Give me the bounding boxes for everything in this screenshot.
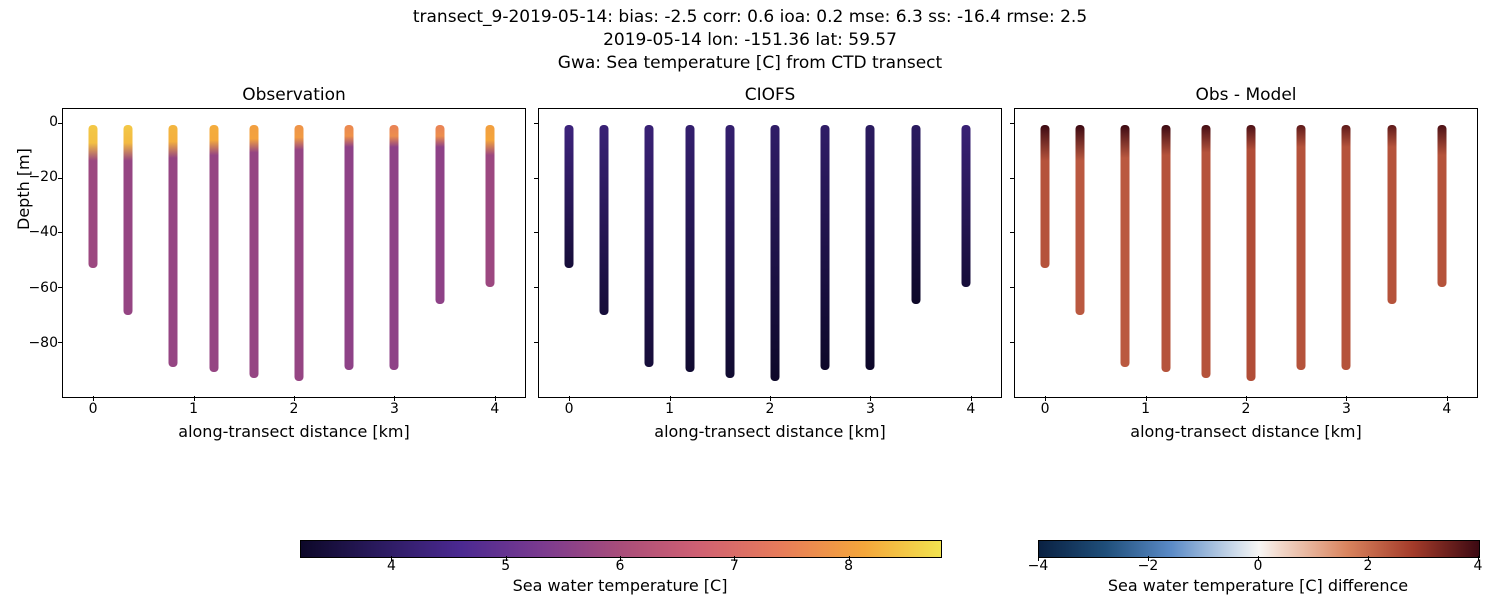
- plot-area: [1015, 109, 1477, 397]
- cast-profile: [685, 125, 694, 372]
- cast-profile: [1121, 125, 1130, 366]
- cast-profile: [485, 125, 494, 287]
- plot-area: [63, 109, 525, 397]
- x-tick-container: 0 1 2 3 4: [539, 401, 1001, 419]
- x-tick-label: 1: [189, 401, 198, 417]
- cast-profile: [1161, 125, 1170, 372]
- colorbar-diff: −4−2024 Sea water temperature [C] differ…: [1038, 540, 1478, 556]
- cast-profile: [209, 125, 218, 372]
- x-tick-label: 0: [1041, 401, 1050, 417]
- colorbar-diff-label: Sea water temperature [C] difference: [1038, 576, 1478, 595]
- cast-profile: [1297, 125, 1306, 369]
- cast-profile: [771, 125, 780, 380]
- cast-profile: [1041, 125, 1050, 268]
- y-tick-label: −20: [24, 169, 58, 185]
- x-tick-label: 2: [290, 401, 299, 417]
- x-tick-label: 2: [766, 401, 775, 417]
- cast-profile: [1201, 125, 1210, 377]
- cast-profile: [866, 125, 875, 369]
- figure-title: transect_9-2019-05-14: bias: -2.5 corr: …: [0, 0, 1500, 75]
- y-tick-label: −80: [24, 335, 58, 351]
- cast-profile: [345, 125, 354, 369]
- y-tick-container: 0 −20 −40 −60 −80: [26, 108, 60, 398]
- cast-profile: [565, 125, 574, 268]
- cast-profile: [295, 125, 304, 380]
- x-axis-label: along-transect distance [km]: [539, 422, 1001, 441]
- x-tick-label: 0: [89, 401, 98, 417]
- y-tick-label: −60: [24, 280, 58, 296]
- cast-profile: [1342, 125, 1351, 369]
- x-tick-label: 3: [390, 401, 399, 417]
- cast-profile: [89, 125, 98, 268]
- y-tick-label: 0: [24, 114, 58, 130]
- x-tick-label: 4: [1442, 401, 1451, 417]
- colorbar-main-label: Sea water temperature [C]: [300, 576, 940, 595]
- x-tick-container: 0 1 2 3 4: [63, 401, 525, 419]
- panel-ciofs: CIOFS01234along-transect distance [km]: [538, 108, 1002, 398]
- cast-profile: [1076, 125, 1085, 314]
- panel-diff: Obs - Model01234along-transect distance …: [1014, 108, 1478, 398]
- x-axis-label: along-transect distance [km]: [63, 422, 525, 441]
- title-line-3: Gwa: Sea temperature [C] from CTD transe…: [0, 52, 1500, 75]
- title-line-1: transect_9-2019-05-14: bias: -2.5 corr: …: [0, 6, 1500, 29]
- panel-title: Observation: [63, 85, 525, 105]
- cast-profile: [961, 125, 970, 287]
- x-tick-label: 3: [1342, 401, 1351, 417]
- cast-profile: [390, 125, 399, 369]
- x-tick-container: 0 1 2 3 4: [1015, 401, 1477, 419]
- x-tick-label: 2: [1242, 401, 1251, 417]
- cast-profile: [169, 125, 178, 366]
- cast-profile: [911, 125, 920, 303]
- x-tick-label: 3: [866, 401, 875, 417]
- cast-profile: [821, 125, 830, 369]
- cast-profile: [249, 125, 258, 377]
- x-tick-label: 4: [966, 401, 975, 417]
- plot-area: [539, 109, 1001, 397]
- cast-profile: [645, 125, 654, 366]
- cast-profile: [1387, 125, 1396, 303]
- colorbar-main-gradient: [300, 540, 942, 558]
- cast-profile: [435, 125, 444, 303]
- x-tick-label: 0: [565, 401, 574, 417]
- colorbar-diff-gradient: [1038, 540, 1480, 558]
- panel-title: CIOFS: [539, 85, 1001, 105]
- panel-observation: Observation01234along-transect distance …: [62, 108, 526, 398]
- cast-profile: [1247, 125, 1256, 380]
- cast-profile: [600, 125, 609, 314]
- x-axis-label: along-transect distance [km]: [1015, 422, 1477, 441]
- cast-profile: [124, 125, 133, 314]
- panels-row: Observation01234along-transect distance …: [62, 108, 1478, 398]
- colorbar-main: 45678 Sea water temperature [C]: [300, 540, 940, 556]
- panel-title: Obs - Model: [1015, 85, 1477, 105]
- x-tick-label: 1: [1141, 401, 1150, 417]
- x-tick-label: 4: [490, 401, 499, 417]
- y-tick-label: −40: [24, 224, 58, 240]
- cast-profile: [1437, 125, 1446, 287]
- cast-profile: [725, 125, 734, 377]
- x-tick-label: 1: [665, 401, 674, 417]
- title-line-2: 2019-05-14 lon: -151.36 lat: 59.57: [0, 29, 1500, 52]
